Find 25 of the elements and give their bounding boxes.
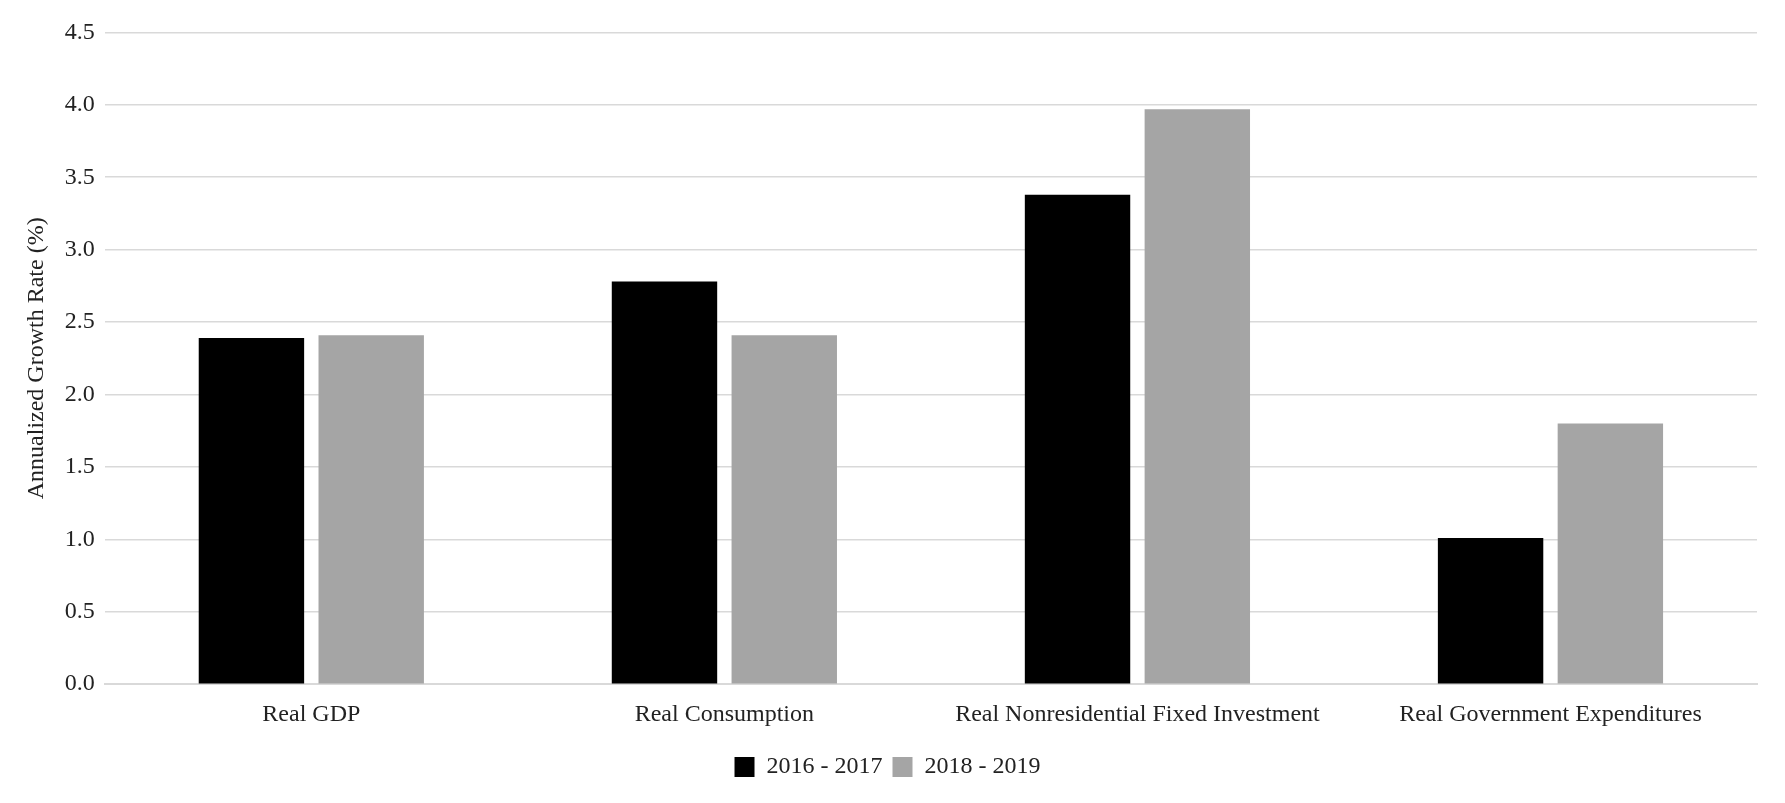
- legend-label: 2016 - 2017: [766, 752, 883, 779]
- bar: [198, 338, 305, 684]
- x-tick-label: Real Nonresidential Fixed Investment: [955, 699, 1321, 726]
- y-tick-label: 2.5: [64, 307, 95, 334]
- y-tick-label: 0.5: [64, 597, 95, 624]
- bar: [1437, 537, 1544, 684]
- y-tick-label: 3.5: [64, 162, 95, 189]
- bar: [611, 281, 718, 684]
- y-tick-label: 0.0: [64, 669, 95, 696]
- x-tick-label: Real GDP: [262, 699, 361, 726]
- bar: [731, 335, 837, 684]
- y-tick-label: 3.0: [64, 234, 95, 261]
- y-tick-label: 4.5: [64, 17, 95, 44]
- bar: [1144, 109, 1251, 684]
- x-tick-label: Real Consumption: [634, 699, 815, 726]
- y-axis-title: Annualized Growth Rate (%): [21, 217, 48, 500]
- y-tick-label: 1.0: [64, 524, 95, 551]
- bar: [318, 335, 424, 684]
- bar: [1024, 194, 1131, 684]
- bar: [1557, 423, 1664, 684]
- y-tick-label: 4.0: [64, 90, 95, 117]
- y-tick-label: 2.0: [64, 379, 95, 406]
- legend-label: 2018 - 2019: [924, 752, 1041, 779]
- y-tick-label: 1.5: [64, 452, 95, 479]
- x-tick-label: Real Government Expenditures: [1399, 699, 1702, 726]
